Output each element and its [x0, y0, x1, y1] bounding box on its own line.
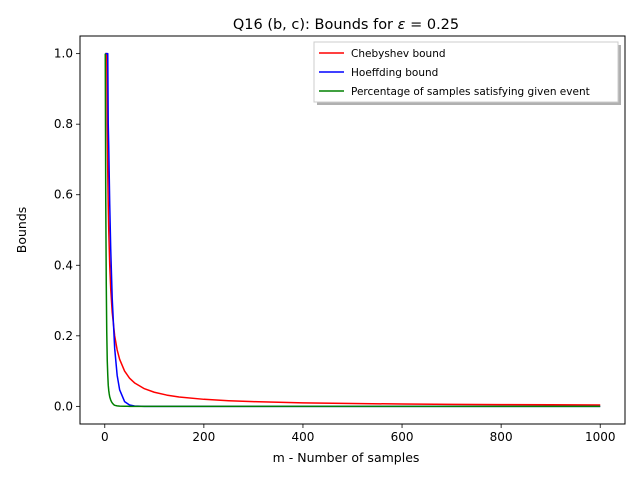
y-tick-label: 1.0 — [54, 47, 73, 61]
series-line-3 — [104, 53, 601, 408]
y-axis-label: Bounds — [14, 207, 29, 254]
chart-title: Q16 (b, c): Bounds for ε = 0.25 — [233, 17, 459, 33]
x-tick-label: 0 — [101, 430, 109, 444]
y-axis-ticks: 0.0 0.2 0.4 0.6 0.8 1.0 — [54, 47, 80, 413]
legend-label-2: Hoeffding bound — [351, 67, 438, 79]
x-tick-label: 400 — [292, 430, 315, 444]
legend-box — [313, 41, 619, 103]
legend-label-1: Chebyshev bound — [351, 48, 446, 60]
y-tick-label: 0.0 — [54, 399, 73, 413]
plot-frame — [79, 35, 626, 425]
y-tick-label: 0.6 — [54, 188, 73, 202]
x-tick-label: 200 — [192, 430, 215, 444]
legend-label-3: Percentage of samples satisfying given e… — [351, 86, 590, 98]
y-tick-label: 0.4 — [54, 258, 73, 272]
series-layer — [104, 52, 601, 408]
legend: Chebyshev bound Hoeffding bound Percentage… — [313, 41, 621, 105]
chart-title-suffix: = 0.25 — [405, 17, 459, 33]
x-tick-label: 1000 — [585, 430, 616, 444]
chart-title-symbol: ε — [398, 17, 406, 33]
x-tick-label: 600 — [391, 430, 414, 444]
y-tick-label: 0.8 — [54, 117, 73, 131]
y-tick-label: 0.2 — [54, 329, 73, 343]
series-line-1 — [105, 52, 601, 406]
chart-title-prefix: Q16 (b, c): Bounds for — [233, 17, 398, 33]
x-axis-ticks: 0 200 400 600 800 1000 — [101, 424, 616, 444]
x-axis-label: m - Number of samples — [273, 450, 420, 465]
x-tick-label: 800 — [490, 430, 513, 444]
